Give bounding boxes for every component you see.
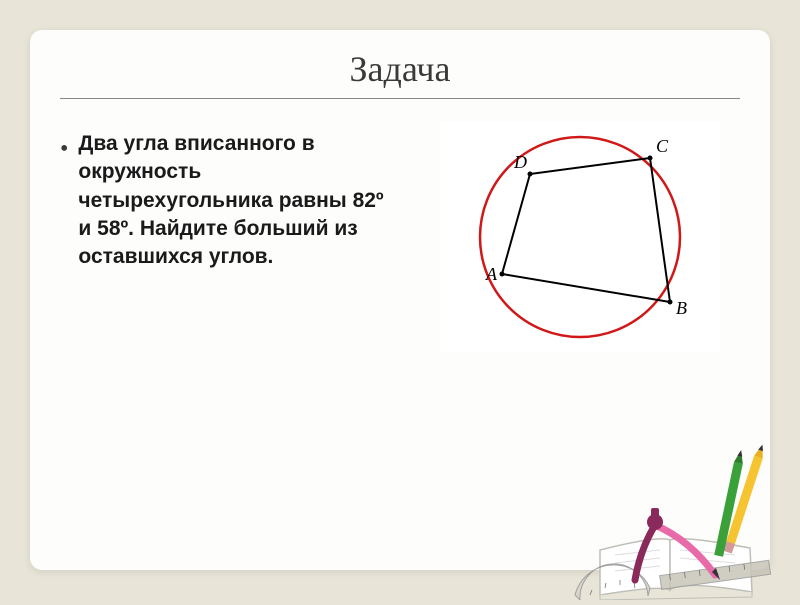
label-C: C <box>656 136 669 156</box>
label-B: B <box>676 298 687 318</box>
problem-text: Два угла вписанного в окружность четырех… <box>78 130 390 272</box>
slide-title: Задача <box>0 48 800 90</box>
vertex-A-dot <box>500 272 505 277</box>
vertex-B-dot <box>668 300 673 305</box>
bullet-marker: • <box>60 134 68 165</box>
supplies-svg <box>520 420 800 600</box>
bullet-item: • Два угла вписанного в окружность четыр… <box>60 130 390 272</box>
inscribed-quadrilateral <box>502 158 670 302</box>
vertex-C-dot <box>648 156 653 161</box>
title-underline <box>60 98 740 99</box>
label-D: D <box>513 152 527 172</box>
vertex-D-dot <box>528 172 533 177</box>
content-area: • Два угла вписанного в окружность четыр… <box>60 130 390 272</box>
label-A: A <box>485 264 498 284</box>
diagram-svg: A B C D <box>440 122 720 352</box>
school-supplies-decoration <box>520 420 800 600</box>
geometry-diagram: A B C D <box>440 122 720 352</box>
